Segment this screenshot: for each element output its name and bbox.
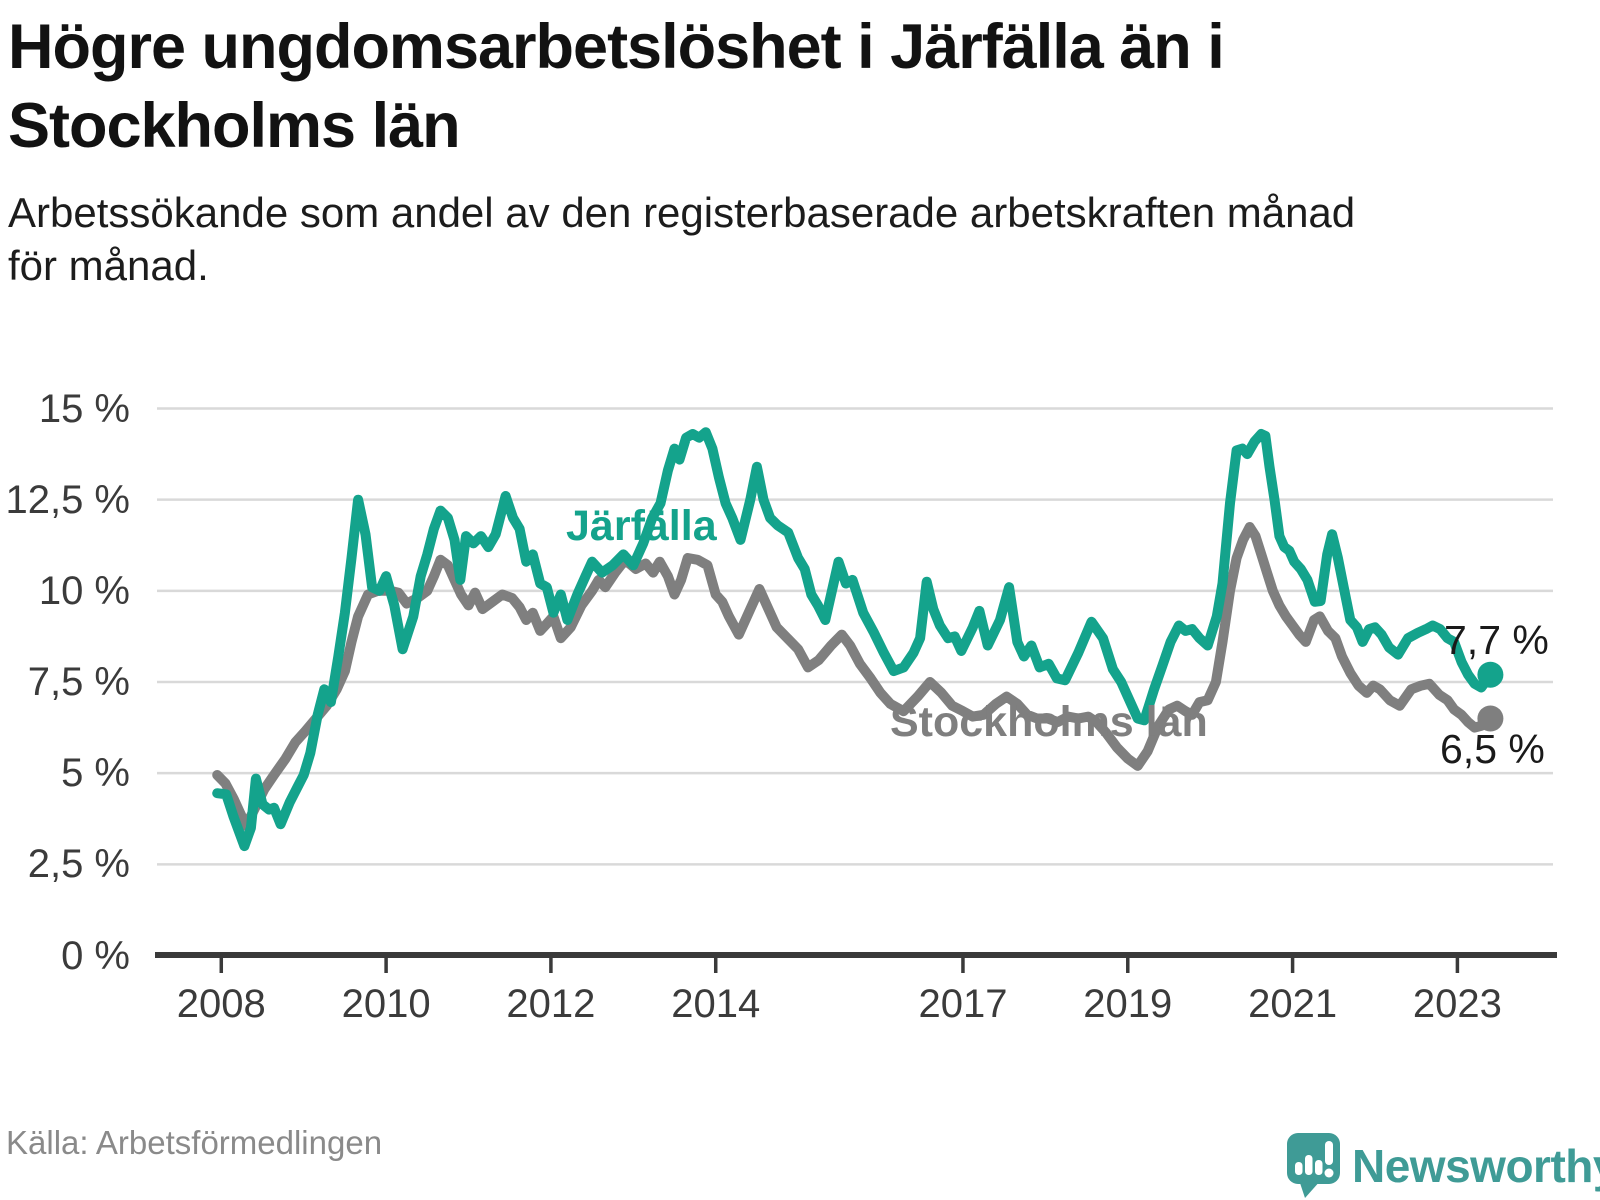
page-title-line-1: Högre ungdomsarbetslöshet i Järfälla än … bbox=[8, 12, 1225, 82]
x-tick-label: 2010 bbox=[341, 982, 431, 1026]
x-tick-label: 2012 bbox=[506, 982, 596, 1026]
source-note: Källa: Arbetsförmedlingen bbox=[6, 1124, 383, 1161]
y-tick-label: 5 % bbox=[61, 751, 130, 796]
chart-subtitle-line-1: Arbetssökande som andel av den registerb… bbox=[8, 189, 1356, 236]
x-tick-label: 2021 bbox=[1248, 982, 1338, 1026]
page-title-line-2: Stockholms län bbox=[8, 91, 461, 161]
end-value-label-stockholms-lan: 6,5 % bbox=[1440, 726, 1545, 772]
y-tick-label: 10 % bbox=[38, 568, 130, 613]
series-label-jarfalla: Järfälla bbox=[566, 502, 717, 550]
y-tick-label: 15 % bbox=[38, 386, 130, 431]
chart-subtitle-line-2: för månad. bbox=[8, 242, 209, 289]
series-line-jarfalla bbox=[212, 427, 1496, 852]
y-tick-label: 0 % bbox=[61, 933, 130, 978]
x-tick-label: 2017 bbox=[918, 982, 1008, 1026]
newsworthy-logo-icon bbox=[1287, 1133, 1340, 1198]
x-tick-label: 2014 bbox=[671, 982, 761, 1026]
series-end-dot-stockholm bbox=[1477, 705, 1504, 732]
end-value-label-jarfalla: 7,7 % bbox=[1444, 617, 1549, 663]
series-label-stockholms-lan: Stockholms län bbox=[890, 698, 1208, 746]
series-line-stockholm bbox=[212, 522, 1496, 831]
x-tick-label: 2023 bbox=[1412, 982, 1502, 1026]
x-tick-label: 2019 bbox=[1083, 982, 1173, 1026]
y-tick-label: 12,5 % bbox=[5, 477, 130, 522]
brand-name: Newsworthy bbox=[1352, 1140, 1600, 1192]
y-tick-label: 7,5 % bbox=[27, 660, 130, 704]
series-end-dot-jarfalla bbox=[1477, 661, 1504, 688]
y-tick-label: 2,5 % bbox=[27, 842, 130, 887]
x-tick-label: 2008 bbox=[176, 982, 266, 1026]
